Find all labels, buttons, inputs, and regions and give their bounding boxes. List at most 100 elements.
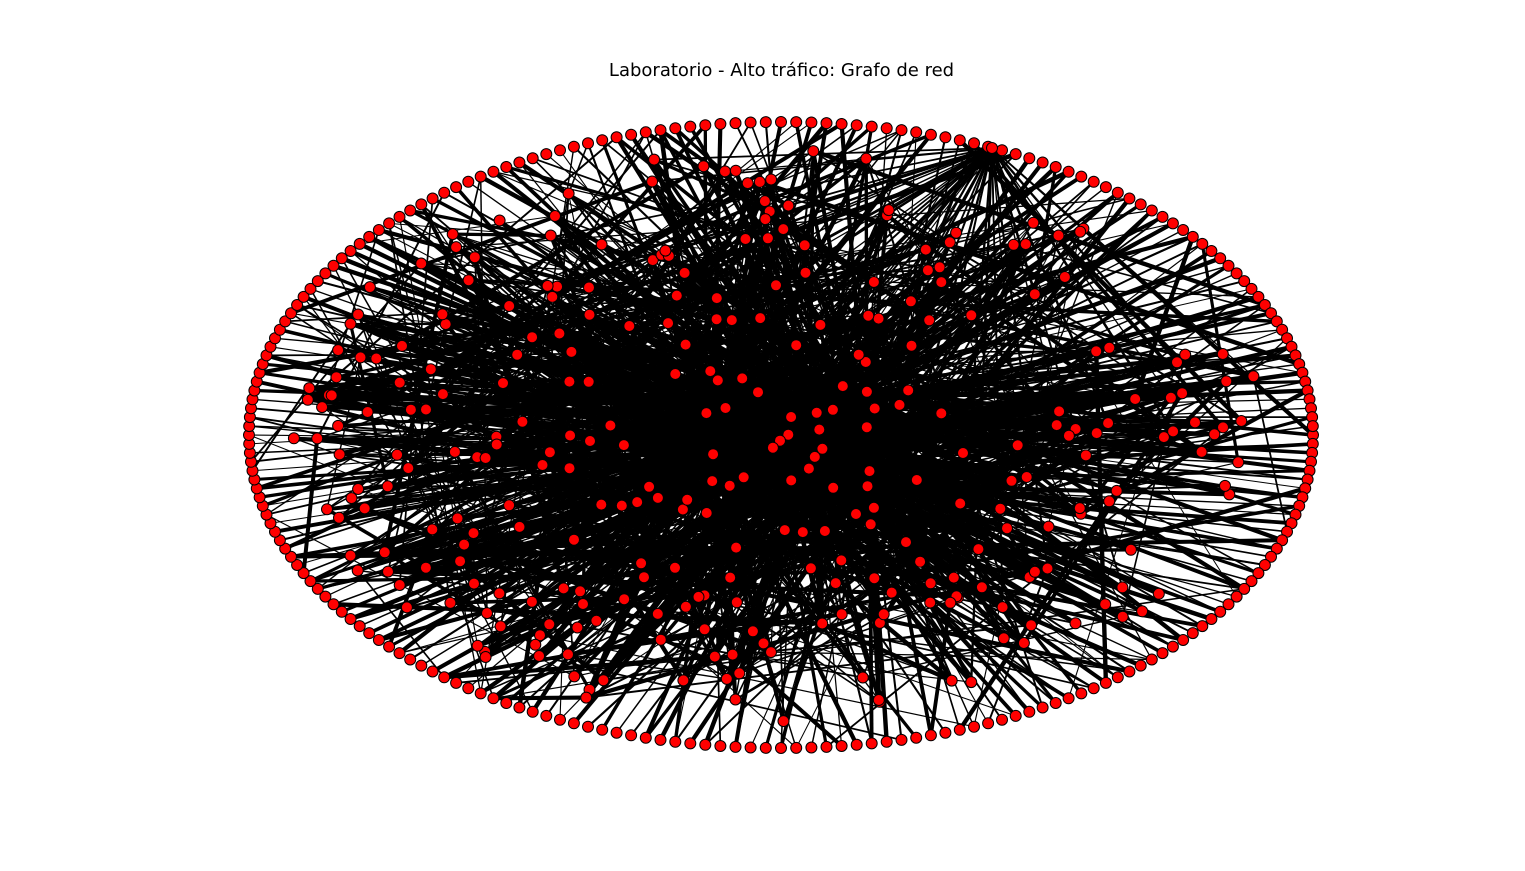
- graph-node: [816, 442, 829, 455]
- graph-node: [864, 518, 877, 531]
- graph-node: [861, 480, 874, 493]
- graph-node: [699, 119, 712, 132]
- graph-node: [363, 230, 376, 243]
- graph-edge: [991, 147, 1031, 578]
- graph-node: [798, 239, 811, 252]
- graph-edge: [375, 133, 932, 361]
- graph-node: [468, 577, 480, 590]
- graph-node: [1265, 307, 1277, 320]
- graph-edge: [735, 613, 885, 701]
- graph-node: [319, 267, 332, 280]
- graph-node: [487, 692, 500, 705]
- graph-edge: [498, 147, 993, 594]
- graph-node: [761, 232, 774, 245]
- graph-edge: [890, 147, 993, 593]
- graph-node: [850, 119, 863, 132]
- graph-node: [493, 214, 506, 227]
- graph-edge: [387, 569, 957, 599]
- graph-node: [639, 731, 652, 744]
- graph-node: [393, 579, 406, 591]
- graph-edge: [821, 621, 953, 683]
- graph-node: [710, 313, 723, 326]
- graph-node: [436, 388, 449, 401]
- graph-node: [1157, 431, 1170, 444]
- graph-node: [563, 375, 576, 388]
- graph-node: [646, 175, 659, 188]
- graph-edge: [839, 197, 1132, 562]
- graph-node: [580, 691, 593, 704]
- graph-node: [549, 210, 561, 222]
- graph-node: [1073, 502, 1086, 515]
- graph-node: [872, 694, 885, 706]
- graph-node: [438, 671, 451, 684]
- graph-node: [790, 339, 803, 352]
- graph-node: [799, 266, 812, 279]
- graph-node: [1090, 427, 1103, 440]
- graph-edge: [705, 411, 816, 459]
- graph-node: [679, 338, 692, 351]
- graph-node: [1270, 315, 1283, 328]
- graph-edge: [628, 323, 868, 395]
- graph-node: [1052, 229, 1065, 242]
- graph-node: [856, 671, 869, 684]
- graph-node: [910, 731, 923, 744]
- graph-node: [554, 144, 566, 157]
- graph-edge: [790, 415, 868, 430]
- graph-node: [1111, 671, 1124, 684]
- graph-node: [785, 474, 798, 487]
- graph-node: [554, 713, 566, 726]
- graph-edge: [990, 147, 1036, 295]
- graph-node: [1216, 348, 1229, 360]
- graph-node: [1258, 559, 1271, 571]
- graph-edge: [636, 479, 713, 505]
- graph-node: [1036, 701, 1049, 714]
- graph-node: [935, 407, 948, 420]
- graph-node: [700, 507, 713, 519]
- graph-node: [1069, 617, 1082, 630]
- graph-node: [468, 251, 481, 264]
- graph-node: [1009, 709, 1022, 722]
- graph-edge: [724, 406, 869, 489]
- graph-node: [865, 737, 878, 750]
- graph-node: [1001, 522, 1013, 535]
- graph-node: [1129, 393, 1142, 405]
- graph-node: [1111, 186, 1124, 199]
- graph-node: [757, 637, 770, 650]
- graph-edge: [990, 147, 1049, 569]
- graph-node: [1136, 605, 1149, 618]
- graph-node: [1205, 245, 1218, 257]
- graph-node: [448, 445, 461, 458]
- graph-node: [563, 462, 576, 475]
- graph-node: [759, 213, 772, 226]
- graph-node: [1123, 665, 1136, 678]
- graph-edge: [958, 138, 1243, 423]
- graph-node: [1208, 428, 1221, 441]
- graph-node: [778, 524, 791, 537]
- graph-node: [565, 345, 578, 358]
- graph-node: [533, 650, 546, 662]
- graph-edge: [387, 545, 737, 574]
- graph-node: [625, 128, 638, 141]
- graph-node: [741, 177, 754, 190]
- graph-node: [790, 741, 803, 754]
- graph-node: [1099, 676, 1112, 689]
- graph-node: [330, 371, 343, 384]
- graph-node: [1252, 567, 1265, 580]
- graph-node: [372, 634, 385, 646]
- graph-node: [301, 393, 314, 406]
- graph-node: [1103, 495, 1116, 508]
- graph-node: [1075, 170, 1088, 183]
- graph-edge: [499, 146, 575, 627]
- graph-edge: [623, 380, 1227, 446]
- graph-node: [553, 327, 566, 340]
- graph-node: [835, 608, 848, 621]
- graph-edge: [972, 142, 1225, 429]
- graph-node: [923, 314, 936, 327]
- graph-edge: [468, 278, 1277, 324]
- graph-edge: [357, 569, 445, 678]
- graph-node: [363, 281, 376, 294]
- graph-node: [863, 465, 876, 478]
- graph-node: [1145, 653, 1158, 666]
